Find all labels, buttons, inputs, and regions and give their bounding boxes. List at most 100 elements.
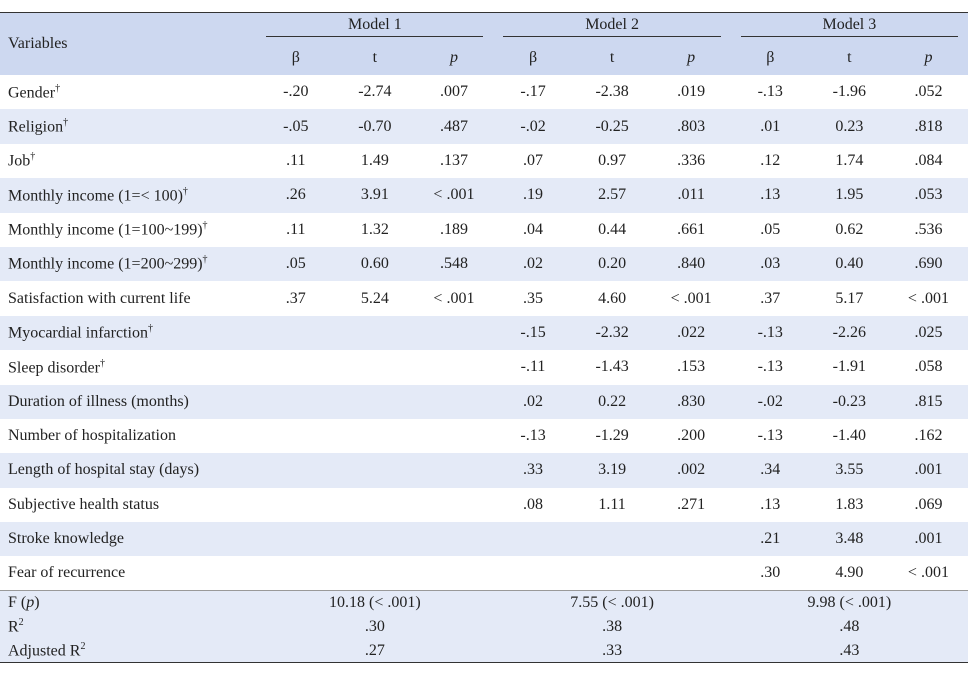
value-text: -1.40 bbox=[832, 427, 866, 445]
value-text: 1.95 bbox=[835, 186, 864, 204]
value-cell: -.13 bbox=[731, 350, 810, 384]
data-row: Gender† -.20 -2.74 .007 -.17 -2.38 .019 -.13 -1.… bbox=[0, 75, 968, 109]
value-text: -.15 bbox=[520, 323, 546, 341]
data-row: Number of hospitalization -.13 -1.29 .200 -.… bbox=[0, 419, 968, 453]
value-cell: .12 bbox=[731, 144, 810, 178]
value-cell: .02 bbox=[493, 385, 572, 419]
value-cell: .840 bbox=[652, 247, 731, 281]
value-text: .162 bbox=[914, 427, 943, 445]
label-text: Number of hospitalization bbox=[8, 427, 176, 445]
value-cell bbox=[256, 453, 335, 487]
value-cell: 0.22 bbox=[573, 385, 652, 419]
value-cell bbox=[335, 419, 414, 453]
row-label: R2 bbox=[0, 615, 256, 639]
data-row: Sleep disorder† -.11 -1.43 .153 -.13 -1.91 .05… bbox=[0, 350, 968, 384]
value-cell: .13 bbox=[731, 488, 810, 522]
value-text: 5.24 bbox=[360, 289, 389, 307]
value-cell bbox=[335, 350, 414, 384]
label-text: Monthly income (1=< 100) bbox=[8, 187, 183, 205]
value-text: .30 bbox=[760, 564, 781, 582]
value-cell bbox=[335, 488, 414, 522]
value-cell: 1.49 bbox=[335, 144, 414, 178]
value-cell: 3.55 bbox=[810, 453, 889, 487]
value-cell: .200 bbox=[652, 419, 731, 453]
footnote-mark: † bbox=[182, 185, 188, 197]
label-text: Gender bbox=[8, 83, 56, 101]
value-cell: .001 bbox=[889, 453, 968, 487]
value-text: 5.17 bbox=[835, 289, 864, 307]
value-cell: 1.83 bbox=[810, 488, 889, 522]
stat-cell: 9.98 (< .001) bbox=[731, 591, 968, 615]
value-cell: -1.29 bbox=[573, 419, 652, 453]
value-cell bbox=[573, 556, 652, 590]
value-text: 3.48 bbox=[835, 530, 864, 548]
column-name: t bbox=[609, 48, 615, 66]
value-text: 1.11 bbox=[598, 495, 626, 513]
value-text: .002 bbox=[677, 461, 706, 479]
stat-cell: 10.18 (< .001) bbox=[256, 591, 493, 615]
value-text: 4.90 bbox=[835, 564, 864, 582]
value-cell: .271 bbox=[652, 488, 731, 522]
value-cell: -.13 bbox=[493, 419, 572, 453]
value-cell: .052 bbox=[889, 75, 968, 109]
value-cell: -2.74 bbox=[335, 75, 414, 109]
value-cell: < .001 bbox=[414, 178, 493, 212]
value-cell: 1.32 bbox=[335, 213, 414, 247]
value-text: < .001 bbox=[907, 564, 949, 582]
value-text: -2.26 bbox=[832, 323, 866, 341]
value-text: -.05 bbox=[283, 117, 309, 135]
value-text: .025 bbox=[914, 323, 943, 341]
model-name: Model 1 bbox=[266, 16, 484, 37]
value-text: -2.74 bbox=[358, 83, 392, 101]
column-header: p bbox=[652, 40, 731, 75]
row-label: Length of hospital stay (days) bbox=[0, 453, 256, 487]
value-cell: .818 bbox=[889, 109, 968, 143]
value-text: .189 bbox=[439, 220, 468, 238]
value-cell bbox=[652, 556, 731, 590]
label-text: Adjusted R bbox=[8, 642, 81, 660]
footnote-mark: † bbox=[30, 151, 36, 163]
column-header: p bbox=[414, 40, 493, 75]
value-cell: .536 bbox=[889, 213, 968, 247]
value-text: 1.32 bbox=[360, 220, 389, 238]
value-cell: .153 bbox=[652, 350, 731, 384]
value-cell: 0.44 bbox=[573, 213, 652, 247]
value-cell: .21 bbox=[731, 522, 810, 556]
value-text: .001 bbox=[914, 530, 943, 548]
footnote-mark: † bbox=[99, 357, 105, 369]
data-row: Religion† -.05 -0.70 .487 -.02 -0.25 .803 .01 0.… bbox=[0, 109, 968, 144]
value-text: -.13 bbox=[757, 83, 783, 101]
data-row: Length of hospital stay (days) .33 3.19 .00… bbox=[0, 453, 968, 488]
value-cell: 1.95 bbox=[810, 178, 889, 212]
column-header: β bbox=[256, 40, 335, 75]
value-text: < .001 bbox=[433, 186, 475, 204]
value-cell: .487 bbox=[414, 109, 493, 143]
value-text: .137 bbox=[439, 151, 468, 169]
column-header: β bbox=[731, 40, 810, 75]
value-text: .05 bbox=[760, 220, 781, 238]
row-label: Monthly income (1=< 100)† bbox=[0, 178, 256, 212]
data-row: Monthly income (1=< 100)† .26 3.91 < .001 .1… bbox=[0, 178, 968, 213]
column-name: p bbox=[924, 48, 933, 66]
stat-text: .30 bbox=[364, 617, 385, 635]
label-text: p bbox=[26, 594, 35, 612]
value-cell: < .001 bbox=[414, 281, 493, 315]
value-cell bbox=[414, 316, 493, 350]
value-text: 0.20 bbox=[598, 255, 627, 273]
value-cell: .022 bbox=[652, 316, 731, 350]
value-cell: 5.17 bbox=[810, 281, 889, 315]
column-name: t bbox=[847, 48, 852, 66]
value-text: .11 bbox=[286, 220, 306, 238]
value-cell bbox=[652, 522, 731, 556]
row-label: Job† bbox=[0, 144, 256, 178]
value-text: .271 bbox=[677, 495, 706, 513]
label-text: Sleep disorder bbox=[8, 358, 100, 376]
value-cell bbox=[256, 350, 335, 384]
row-label: Religion† bbox=[0, 109, 256, 143]
value-text: .058 bbox=[914, 358, 943, 376]
value-text: -1.43 bbox=[595, 358, 629, 376]
value-text: 0.60 bbox=[360, 255, 389, 273]
stat-cell: .33 bbox=[493, 639, 730, 663]
value-cell bbox=[414, 453, 493, 487]
value-text: .019 bbox=[677, 83, 706, 101]
